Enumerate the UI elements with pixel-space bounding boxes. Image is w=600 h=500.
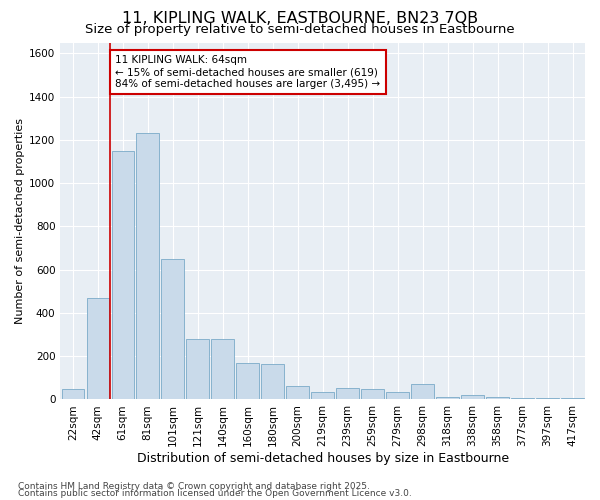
Bar — [487, 398, 509, 400]
Bar — [286, 386, 309, 400]
Bar — [112, 150, 134, 400]
Bar — [136, 134, 159, 400]
Bar — [461, 395, 484, 400]
Text: Contains HM Land Registry data © Crown copyright and database right 2025.: Contains HM Land Registry data © Crown c… — [18, 482, 370, 491]
Text: Contains public sector information licensed under the Open Government Licence v3: Contains public sector information licen… — [18, 489, 412, 498]
Bar — [187, 339, 209, 400]
Bar — [511, 398, 534, 400]
Bar — [262, 364, 284, 400]
Bar — [86, 298, 109, 400]
X-axis label: Distribution of semi-detached houses by size in Eastbourne: Distribution of semi-detached houses by … — [137, 452, 509, 465]
Y-axis label: Number of semi-detached properties: Number of semi-detached properties — [15, 118, 25, 324]
Bar — [561, 398, 584, 400]
Bar — [62, 388, 84, 400]
Text: Size of property relative to semi-detached houses in Eastbourne: Size of property relative to semi-detach… — [85, 22, 515, 36]
Bar — [412, 384, 434, 400]
Bar — [436, 398, 459, 400]
Bar — [386, 392, 409, 400]
Bar — [536, 398, 559, 400]
Text: 11, KIPLING WALK, EASTBOURNE, BN23 7QB: 11, KIPLING WALK, EASTBOURNE, BN23 7QB — [122, 11, 478, 26]
Bar — [361, 388, 384, 400]
Bar — [236, 362, 259, 400]
Bar — [161, 259, 184, 400]
Bar — [211, 339, 234, 400]
Bar — [337, 388, 359, 400]
Text: 11 KIPLING WALK: 64sqm
← 15% of semi-detached houses are smaller (619)
84% of se: 11 KIPLING WALK: 64sqm ← 15% of semi-det… — [115, 56, 380, 88]
Bar — [311, 392, 334, 400]
